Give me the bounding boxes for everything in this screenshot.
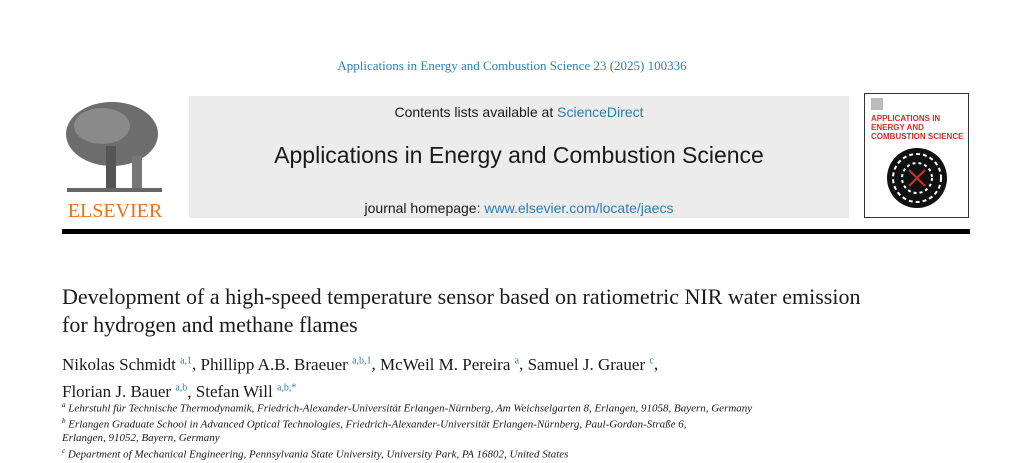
journal-title: Applications in Energy and Combustion Sc… (274, 142, 764, 168)
journal-cover[interactable]: APPLICATIONS IN ENERGY AND COMBUSTION SC… (864, 93, 969, 218)
contents-line: Contents lists available at ScienceDirec… (189, 104, 849, 120)
author[interactable]: Florian J. Bauer a,b (62, 382, 188, 402)
journal-banner: Contents lists available at ScienceDirec… (189, 96, 849, 218)
affiliation-continued: Erlangen, 91052, Bayern, Germany (62, 432, 220, 444)
header-rule (62, 229, 970, 234)
homepage-link[interactable]: www.elsevier.com/locate/jaecs (484, 200, 674, 216)
affiliation: b Erlangen Graduate School in Advanced O… (62, 417, 687, 431)
author[interactable]: Phillipp A.B. Braeuer a,b,1 (200, 354, 372, 374)
author[interactable]: McWeil M. Pereira a (380, 354, 520, 374)
journal-citation[interactable]: Applications in Energy and Combustion Sc… (337, 58, 687, 73)
elsevier-logo[interactable]: ELSEVIER (62, 96, 168, 222)
cover-title: APPLICATIONS IN ENERGY AND COMBUSTION SC… (871, 114, 964, 141)
homepage-label: journal homepage: (364, 200, 485, 216)
affiliation: c Department of Mechanical Engineering, … (62, 447, 569, 461)
publisher-name: ELSEVIER (68, 200, 163, 220)
author[interactable]: Stefan Will a,b,* (195, 382, 297, 402)
author[interactable]: Nikolas Schmidt a,1 (62, 354, 193, 374)
article-title: Development of a high-speed temperature … (62, 284, 861, 337)
homepage-line: journal homepage: www.elsevier.com/locat… (189, 200, 849, 216)
contents-label: Contents lists available at (394, 104, 558, 120)
cover-image (871, 98, 947, 208)
author-list: Nikolas Schmidt a,1, Phillipp A.B. Braeu… (62, 354, 659, 402)
affiliation: a Lehrstuhl für Technische Thermodynamik… (62, 401, 753, 415)
tree-icon: ELSEVIER (62, 96, 168, 222)
author[interactable]: Samuel J. Grauer c (527, 354, 654, 374)
sciencedirect-link[interactable]: ScienceDirect (557, 104, 644, 120)
